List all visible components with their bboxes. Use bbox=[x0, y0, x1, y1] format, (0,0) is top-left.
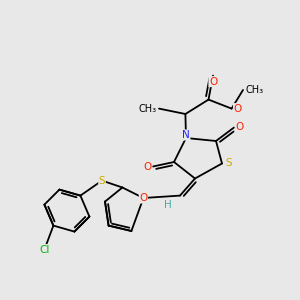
Text: O: O bbox=[139, 193, 148, 203]
Text: O: O bbox=[233, 103, 242, 114]
Text: S: S bbox=[99, 176, 105, 186]
Text: Cl: Cl bbox=[39, 244, 50, 255]
Text: N: N bbox=[182, 130, 190, 140]
Text: CH₃: CH₃ bbox=[139, 103, 157, 114]
Text: S: S bbox=[225, 158, 232, 169]
Text: H: H bbox=[164, 200, 171, 210]
Text: O: O bbox=[209, 76, 217, 87]
Text: CH₃: CH₃ bbox=[245, 85, 263, 95]
Text: O: O bbox=[143, 161, 152, 172]
Text: O: O bbox=[235, 122, 244, 133]
